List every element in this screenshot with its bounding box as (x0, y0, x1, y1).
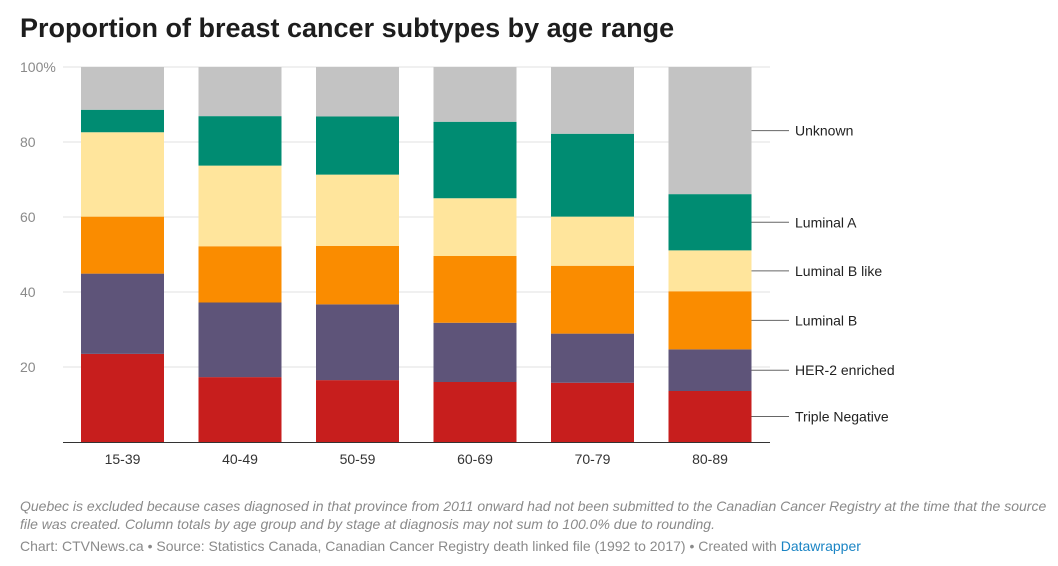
x-tick-label: 50-59 (340, 451, 376, 467)
bar-segment (198, 116, 282, 166)
bar-segment (433, 121, 517, 199)
x-tick-label: 15-39 (105, 451, 141, 467)
legend-label: Triple Negative (795, 409, 889, 425)
y-tick-label: 60 (20, 209, 36, 225)
bar-segment (198, 302, 282, 378)
bar-segment (433, 322, 517, 382)
bar-segment (81, 353, 164, 442)
bar-segment (81, 132, 164, 217)
bar-segment (316, 67, 399, 117)
bar-segment (81, 109, 164, 133)
bar-segment (668, 250, 752, 292)
bar-segment (81, 67, 164, 110)
legend-label: Luminal A (795, 214, 857, 230)
bar-segment (668, 67, 752, 195)
y-tick-label: 100% (20, 59, 56, 75)
chart-notes: Quebec is excluded because cases diagnos… (20, 498, 1047, 532)
grid-lines: 20 40 60 80 100% (20, 59, 770, 375)
y-tick-label: 80 (20, 134, 36, 150)
legend-label: Luminal B (795, 312, 857, 328)
bar-segment (198, 246, 282, 303)
bar-segment (433, 382, 517, 442)
bar-segment (316, 174, 399, 246)
bar-segment (433, 256, 517, 323)
chart-footer: Chart: CTVNews.ca • Source: Statistics C… (20, 538, 861, 554)
bar-segment (198, 377, 282, 442)
x-tick-label: 60-69 (457, 451, 493, 467)
x-tick-labels: 15-39 40-49 50-59 60-69 70-79 80-89 (105, 451, 729, 467)
legend-label: Unknown (795, 123, 853, 139)
bar-segment (316, 116, 399, 175)
bar-segment (551, 333, 634, 383)
bar-segment (316, 245, 399, 305)
bar-segment (433, 67, 517, 122)
bar-segment (81, 273, 164, 354)
legend-label: HER-2 enriched (795, 362, 895, 378)
x-tick-label: 70-79 (575, 451, 611, 467)
bar-segment (551, 67, 634, 134)
bar-segment (81, 216, 164, 274)
bar-segment (433, 198, 517, 256)
bar-segment (551, 216, 634, 266)
bar-segment (668, 291, 752, 350)
bar-segment (668, 194, 752, 251)
bar-segment (198, 165, 282, 247)
legend-label: Luminal B like (795, 263, 882, 279)
bar-segment (551, 133, 634, 217)
footer-source: Chart: CTVNews.ca • Source: Statistics C… (20, 538, 781, 554)
datawrapper-link[interactable]: Datawrapper (780, 538, 861, 554)
bar-segment (198, 67, 282, 117)
x-tick-label: 80-89 (692, 451, 728, 467)
x-tick-label: 40-49 (222, 451, 258, 467)
bar-segment (668, 391, 752, 442)
legend: Triple Negative HER-2 enriched Luminal B Lu… (751, 123, 895, 425)
chart-title: Proportion of breast cancer subtypes by … (20, 13, 675, 43)
bar-segment (316, 380, 399, 442)
bar-segment (551, 265, 634, 334)
bar-segment (316, 304, 399, 381)
y-tick-label: 40 (20, 284, 36, 300)
bar-segment (668, 349, 752, 391)
bar-segment (551, 382, 634, 442)
bars (81, 67, 752, 442)
y-tick-label: 20 (20, 359, 36, 375)
